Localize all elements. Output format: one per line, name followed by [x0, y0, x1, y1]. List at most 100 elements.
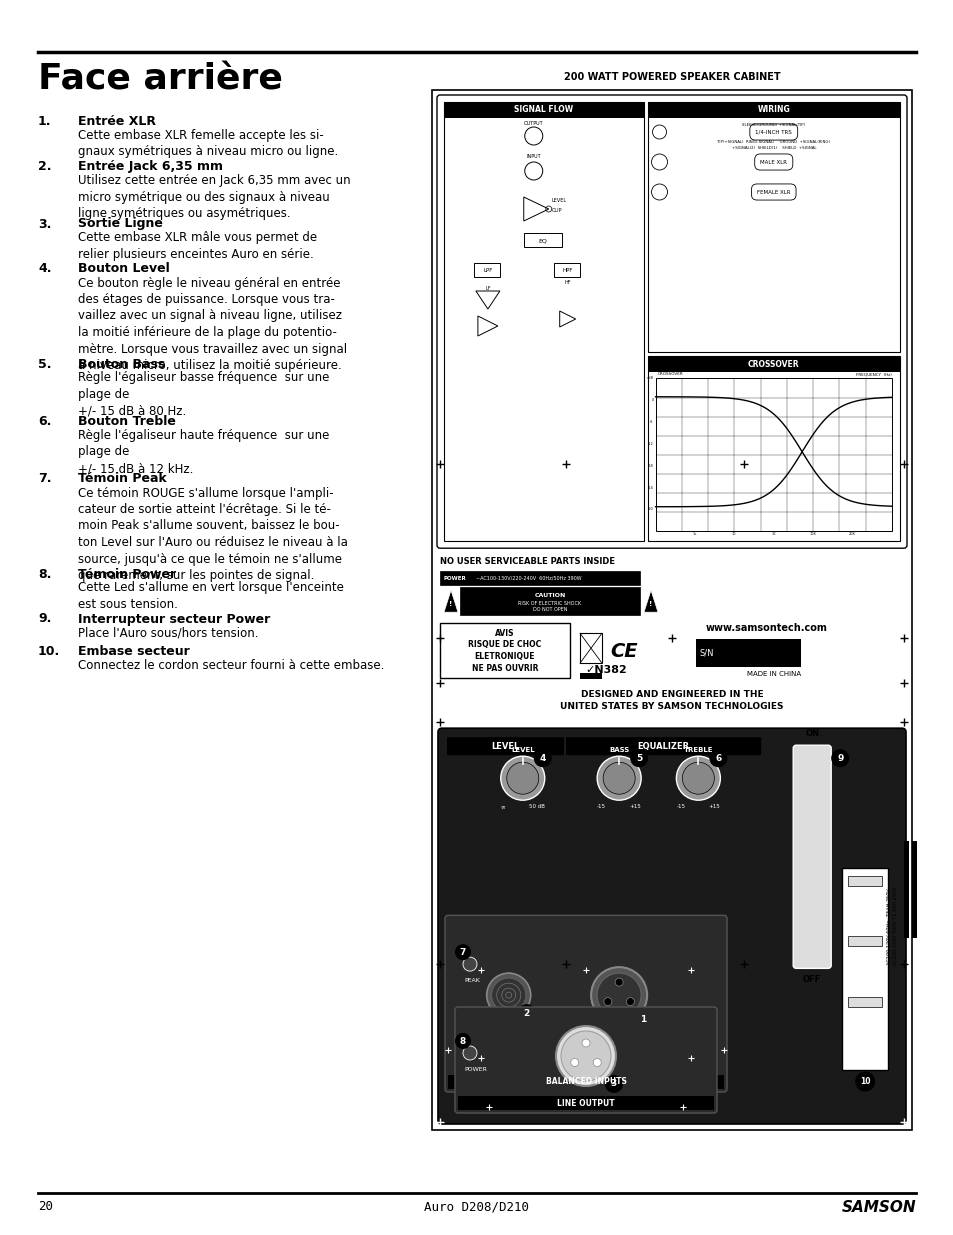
Text: Auro D208/D210: Auro D208/D210: [424, 1200, 529, 1213]
Text: OUTPUT: OUTPUT: [523, 121, 543, 126]
Circle shape: [581, 1039, 589, 1047]
Text: 9: 9: [836, 753, 842, 763]
Text: Ce témoin ROUGE s'allume lorsque l'ampli-
cateur de sortie atteint l'écrêtage. S: Ce témoin ROUGE s'allume lorsque l'ampli…: [78, 487, 348, 582]
FancyBboxPatch shape: [447, 737, 563, 755]
Text: Interrupteur secteur Power: Interrupteur secteur Power: [78, 613, 270, 625]
Text: 50 dB: 50 dB: [528, 804, 544, 809]
Polygon shape: [443, 590, 457, 613]
Text: POWER: POWER: [443, 576, 466, 580]
Bar: [841, 868, 887, 1070]
Text: +SIGNAL(2)  SHIELD(1)    SHIELD  +SIGNAL: +SIGNAL(2) SHIELD(1) SHIELD +SIGNAL: [731, 146, 815, 149]
FancyBboxPatch shape: [455, 1007, 717, 1113]
FancyBboxPatch shape: [436, 95, 906, 548]
Text: CE: CE: [609, 642, 637, 661]
Text: Témoin Power: Témoin Power: [78, 568, 176, 580]
Text: FREQUENCY  (Hz): FREQUENCY (Hz): [855, 373, 891, 377]
Circle shape: [597, 973, 640, 1018]
Circle shape: [462, 1046, 476, 1060]
Text: CLIP: CLIP: [551, 209, 561, 214]
Text: SIGNAL FLOW: SIGNAL FLOW: [514, 105, 573, 115]
Text: -18: -18: [647, 463, 653, 468]
Text: HPF: HPF: [562, 268, 573, 273]
Text: PEAK: PEAK: [463, 978, 479, 983]
Circle shape: [630, 750, 647, 767]
Bar: [647, 357, 899, 373]
Text: EQUALIZER: EQUALIZER: [637, 742, 689, 751]
Text: ∞: ∞: [500, 804, 505, 809]
Text: +15: +15: [629, 804, 640, 809]
Circle shape: [676, 756, 720, 800]
Circle shape: [830, 750, 848, 767]
FancyBboxPatch shape: [792, 745, 830, 968]
Text: Entrée XLR: Entrée XLR: [78, 115, 156, 128]
Text: Témoin Peak: Témoin Peak: [78, 473, 167, 485]
Text: ~AC100-130V/220-240V  60Hz/50Hz 390W: ~AC100-130V/220-240V 60Hz/50Hz 390W: [476, 576, 581, 580]
Circle shape: [486, 973, 530, 1018]
Text: Règle l'égaliseur haute fréquence  sur une
plage de
+/- 15 dB à 12 kHz.: Règle l'égaliseur haute fréquence sur un…: [78, 429, 329, 475]
Text: Place l'Auro sous/hors tension.: Place l'Auro sous/hors tension.: [78, 626, 258, 640]
Circle shape: [603, 998, 611, 1005]
Circle shape: [597, 756, 640, 800]
Circle shape: [560, 1031, 610, 1081]
Text: BASS: BASS: [608, 747, 629, 753]
Bar: [847, 936, 882, 946]
Text: 6.: 6.: [38, 415, 51, 429]
Text: 3: 3: [610, 1079, 617, 1088]
Circle shape: [602, 762, 635, 794]
Bar: [448, 1074, 723, 1089]
Text: MADE IN CHINA: MADE IN CHINA: [746, 671, 801, 677]
Text: Cette Led s'allume en vert lorsque l'enceinte
est sous tension.: Cette Led s'allume en vert lorsque l'enc…: [78, 582, 343, 611]
FancyBboxPatch shape: [444, 915, 726, 1092]
Text: 5.: 5.: [38, 357, 51, 370]
Circle shape: [681, 762, 714, 794]
Text: ✓N382: ✓N382: [584, 666, 626, 676]
Text: 1/4-INCH TRS: 1/4-INCH TRS: [755, 130, 791, 135]
FancyBboxPatch shape: [565, 737, 760, 755]
Text: 1.: 1.: [38, 115, 51, 128]
Text: Sortie Ligne: Sortie Ligne: [78, 217, 163, 231]
Text: 20K: 20K: [848, 532, 855, 536]
Text: 2.: 2.: [38, 161, 51, 173]
Text: ON: ON: [804, 729, 819, 739]
Text: Entrée Jack 6,35 mm: Entrée Jack 6,35 mm: [78, 161, 223, 173]
Text: +15: +15: [708, 804, 720, 809]
Text: 7.: 7.: [38, 473, 51, 485]
Text: LPF: LPF: [483, 268, 492, 273]
Bar: [457, 1095, 713, 1110]
Text: 9.: 9.: [38, 613, 51, 625]
Text: 10K: 10K: [809, 532, 816, 536]
Bar: [474, 263, 499, 277]
Text: Bouton Bass: Bouton Bass: [78, 357, 165, 370]
Text: -15: -15: [676, 804, 684, 809]
Text: MALE XLR: MALE XLR: [760, 159, 786, 164]
Text: FEMALE XLR: FEMALE XLR: [757, 189, 790, 194]
Text: 1k: 1k: [692, 532, 697, 536]
Text: CAUTION: CAUTION: [534, 593, 565, 598]
Bar: [847, 997, 882, 1007]
Bar: [439, 572, 639, 585]
Circle shape: [615, 978, 622, 986]
Circle shape: [517, 1004, 536, 1023]
Text: -24: -24: [647, 485, 653, 489]
Text: Utilisez cette entrée en Jack 6,35 mm avec un
micro symétrique ou des signaux à : Utilisez cette entrée en Jack 6,35 mm av…: [78, 174, 351, 220]
Circle shape: [626, 998, 634, 1005]
Text: INPUT: INPUT: [526, 154, 540, 159]
Bar: [432, 90, 911, 1130]
Text: -30: -30: [647, 508, 653, 511]
Text: 10.: 10.: [38, 645, 60, 658]
Text: ~AC100-120V 60Hz   T5AH 250V
~AC220-240V 50Hz T2.5AH 250V: ~AC100-120V 60Hz T5AH 250V ~AC220-240V 5…: [885, 887, 897, 968]
Text: HF: HF: [564, 280, 570, 285]
Text: TREBLE: TREBLE: [683, 747, 713, 753]
Text: Connectez le cordon secteur fourni à cette embase.: Connectez le cordon secteur fourni à cet…: [78, 659, 384, 672]
Bar: [443, 103, 643, 119]
Text: POWER: POWER: [463, 1067, 486, 1072]
Text: 20: 20: [38, 1200, 53, 1213]
Circle shape: [455, 1032, 471, 1049]
Bar: [443, 103, 643, 541]
Text: -6: -6: [649, 420, 653, 424]
Text: LEVEL: LEVEL: [491, 742, 519, 751]
Text: Cette embase XLR femelle accepte les si-
gnaux symétriques à niveau micro ou lig: Cette embase XLR femelle accepte les si-…: [78, 128, 338, 158]
Bar: [647, 103, 899, 352]
Text: 4: 4: [539, 753, 545, 763]
Text: AVIS
RISQUE DE CHOC
ELETRONIQUE
NE PAS OUVRIR: AVIS RISQUE DE CHOC ELETRONIQUE NE PAS O…: [468, 629, 541, 673]
